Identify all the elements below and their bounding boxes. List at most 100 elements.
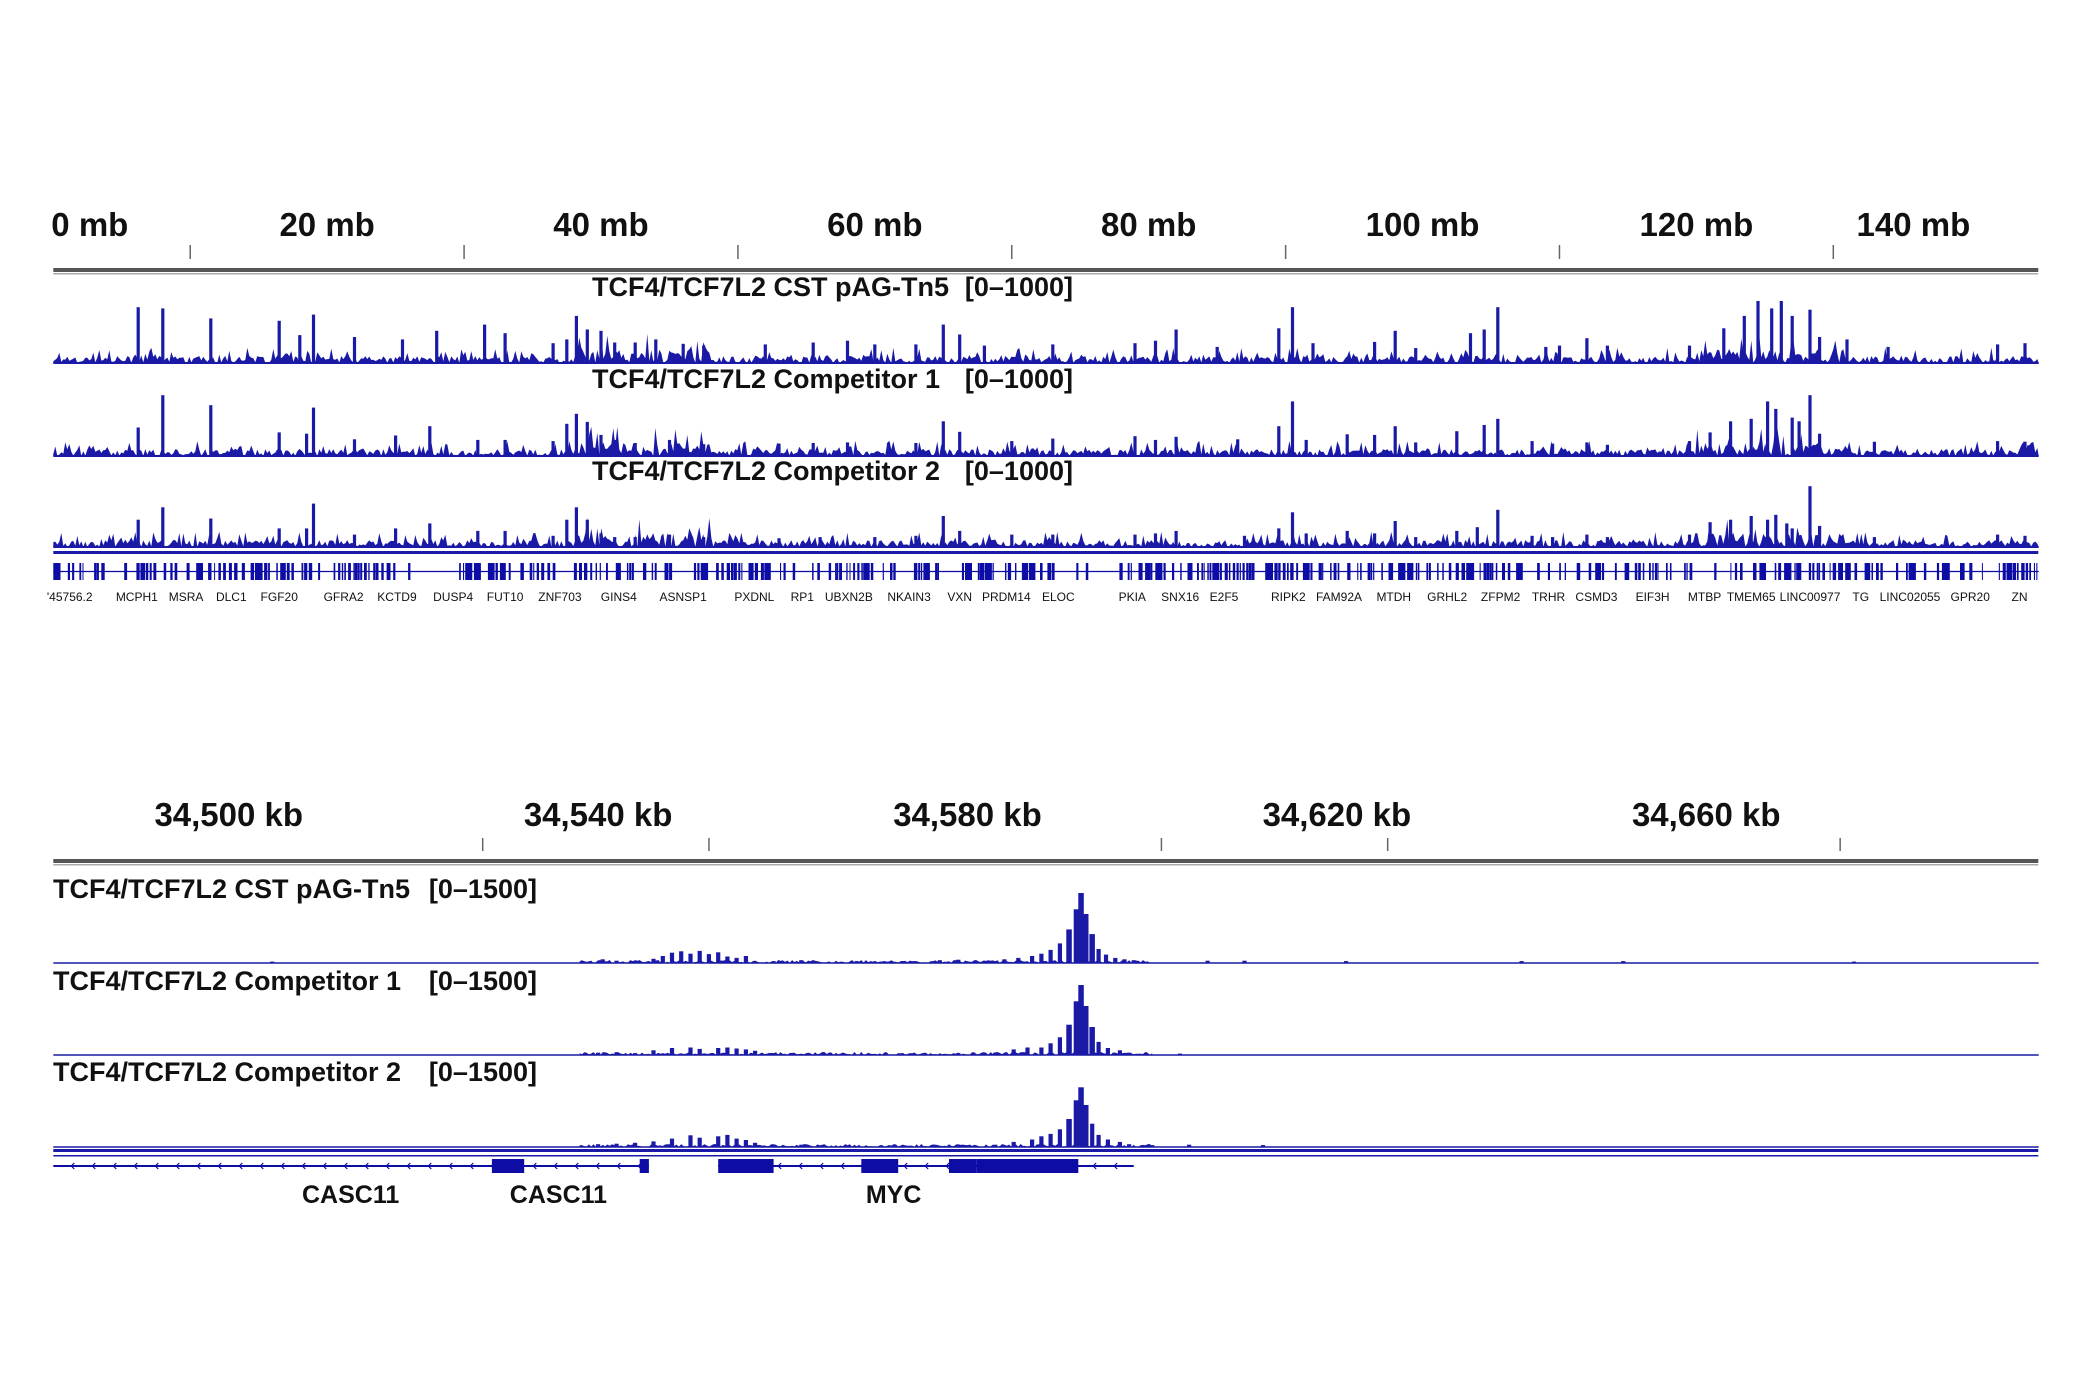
signal-peak	[1742, 315, 1746, 363]
signal-peak	[651, 1141, 656, 1147]
signal-peak	[551, 535, 555, 547]
signal-peak	[277, 320, 281, 363]
signal-peak	[614, 960, 619, 963]
signal-peak	[1153, 439, 1158, 456]
gene-name-label: MYC	[866, 1181, 922, 1209]
signal-peak	[1585, 442, 1589, 456]
gene-strand-arrow	[798, 1162, 803, 1170]
signal-peak	[799, 960, 804, 963]
gene-name-label: GFRA2	[324, 590, 364, 604]
axis-tick-label: 34,660 kb	[1632, 796, 1781, 833]
signal-peak	[1057, 943, 1062, 963]
signal-peak	[585, 519, 589, 547]
signal-peak	[956, 1053, 961, 1055]
signal-peak	[811, 443, 815, 456]
gene-strand-arrow	[217, 1162, 222, 1170]
gene-name-label: ELOC	[1042, 590, 1075, 604]
signal-peak	[600, 959, 605, 963]
signal-peak	[873, 344, 877, 363]
signal-peak	[1585, 534, 1589, 547]
gene-name-label: MSRA	[169, 590, 204, 604]
gene-name-label: GRHL2	[1427, 590, 1467, 604]
signal-peak	[1127, 1052, 1132, 1055]
axis-tick-label: 34,580 kb	[893, 796, 1042, 833]
signal-background	[53, 517, 2039, 547]
signal-peak	[1519, 961, 1524, 963]
signal-peak	[1078, 1087, 1084, 1147]
gene-strand-arrow	[595, 1162, 600, 1170]
signal-peak	[1393, 426, 1397, 456]
signal-peak	[1774, 408, 1778, 456]
gene-name-label: MTDH	[1376, 590, 1411, 604]
gene-exon	[491, 1159, 525, 1173]
signal-peak	[1215, 346, 1219, 363]
gene-name-label: PRDM14	[982, 590, 1031, 604]
signal-peak	[136, 307, 140, 363]
signal-peak	[1011, 1049, 1016, 1055]
signal-peak	[305, 433, 309, 456]
signal-peak	[1530, 441, 1534, 456]
signal-peak	[1756, 301, 1760, 363]
signal-peak	[811, 342, 815, 363]
signal-peak	[1127, 1144, 1132, 1147]
signal-peak	[914, 443, 918, 456]
signal-peak	[669, 1138, 675, 1147]
signal-peak	[1066, 1024, 1072, 1055]
gene-strand-arrow	[154, 1162, 159, 1170]
signal-peak	[743, 1140, 748, 1147]
signal-peak	[1414, 442, 1418, 456]
signal-peak	[1277, 328, 1281, 363]
signal-peak	[753, 1142, 758, 1147]
signal-peak	[697, 950, 702, 963]
signal-peak	[1621, 961, 1626, 963]
signal-peak	[1790, 528, 1794, 547]
gene-name-label: LINC00977	[1780, 590, 1841, 604]
track-range-label: [0–1000]	[965, 364, 1073, 394]
signal-peak	[1277, 528, 1281, 547]
gene-track-top-rule	[53, 1149, 2039, 1152]
signal-peak	[1010, 441, 1014, 456]
gene-name-label: CASC11	[302, 1181, 399, 1209]
signal-peak	[1051, 534, 1055, 547]
signal-peak	[1311, 343, 1315, 363]
signal-peak	[1025, 1047, 1030, 1055]
gene-name-label: ZFPM2	[1481, 590, 1521, 604]
signal-peak	[1687, 441, 1692, 456]
signal-peak	[1096, 1134, 1101, 1147]
signal-peak	[1011, 1141, 1016, 1147]
signal-peak	[667, 534, 672, 547]
signal-peak	[1785, 523, 1789, 547]
signal-peak	[681, 343, 685, 363]
signal-peak	[1083, 1006, 1089, 1055]
signal-peak	[1048, 949, 1053, 963]
signal-peak	[1078, 893, 1084, 963]
signal-peak	[1290, 401, 1295, 456]
signal-peak	[854, 961, 859, 963]
signal-peak	[1103, 954, 1109, 963]
signal-peak	[1066, 929, 1072, 963]
signal-peak	[688, 953, 693, 963]
signal-track: TCF4/TCF7L2 Competitor 1 [0–1000]	[53, 364, 2039, 457]
signal-peak	[476, 530, 480, 547]
signal-peak	[1344, 961, 1349, 963]
signal-peak	[688, 1047, 693, 1055]
signal-peak	[1345, 530, 1349, 547]
signal-peak	[1048, 1133, 1053, 1147]
gene-name-label: LINC02055	[1880, 590, 1941, 604]
gene-name-label: CSMD3	[1575, 590, 1617, 604]
signal-peak	[993, 1052, 998, 1055]
signal-peak	[1818, 525, 1822, 547]
signal-peak	[1010, 534, 1014, 547]
signal-peak	[209, 518, 213, 547]
signal-peak	[1468, 333, 1473, 363]
signal-peak	[1057, 1037, 1062, 1055]
axis-tick-label: 140 mb	[1857, 206, 1971, 243]
signal-peak	[633, 342, 637, 363]
signal-peak	[1373, 341, 1377, 363]
gene-strand-arrow	[945, 1162, 950, 1170]
signal-peak	[565, 519, 569, 547]
chromosome-panel: 0 mb 20 mb 40 mb 60 mb 80 mb 100 mb 120 mb 140 …	[47, 206, 2039, 604]
axis-tick-label: 34,540 kb	[524, 796, 673, 833]
signal-peak	[574, 507, 578, 547]
axis-tick-label: 120 mb	[1640, 206, 1754, 243]
